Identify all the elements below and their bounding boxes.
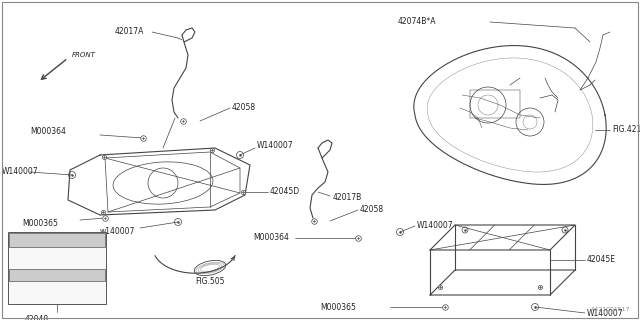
Text: M000365: M000365 [320, 302, 356, 311]
Text: W140007: W140007 [417, 220, 454, 229]
Bar [8, 232, 106, 304]
Text: M000365: M000365 [22, 220, 58, 228]
Text: ⚠ AVERTISSEMENT: ⚠ AVERTISSEMENT [36, 273, 77, 277]
Text: 42045E: 42045E [587, 255, 616, 265]
Bar [470, 90, 520, 118]
Text: W140007: W140007 [257, 141, 294, 150]
Text: A421001517: A421001517 [591, 307, 630, 312]
Bar [9, 269, 105, 281]
Bar [9, 233, 105, 247]
Text: 42045D: 42045D [270, 188, 300, 196]
Text: W140007: W140007 [587, 308, 623, 317]
Text: M000364: M000364 [253, 234, 289, 243]
Text: M000364: M000364 [30, 127, 66, 137]
Text: 42074B*A: 42074B*A [398, 18, 436, 27]
Text: w140007: w140007 [100, 228, 136, 236]
Text: 42017B: 42017B [333, 194, 362, 203]
Text: FRONT: FRONT [72, 52, 96, 58]
Text: 42017A: 42017A [115, 28, 145, 36]
Text: 42048: 42048 [25, 316, 49, 320]
Text: 42058: 42058 [360, 204, 384, 213]
Text: 42058: 42058 [232, 102, 256, 111]
Text: ⚠ WARNING: ⚠ WARNING [41, 237, 73, 243]
Text: FIG.421-2: FIG.421-2 [612, 125, 640, 134]
Text: W140007: W140007 [2, 167, 38, 177]
Text: FIG.505: FIG.505 [195, 277, 225, 286]
